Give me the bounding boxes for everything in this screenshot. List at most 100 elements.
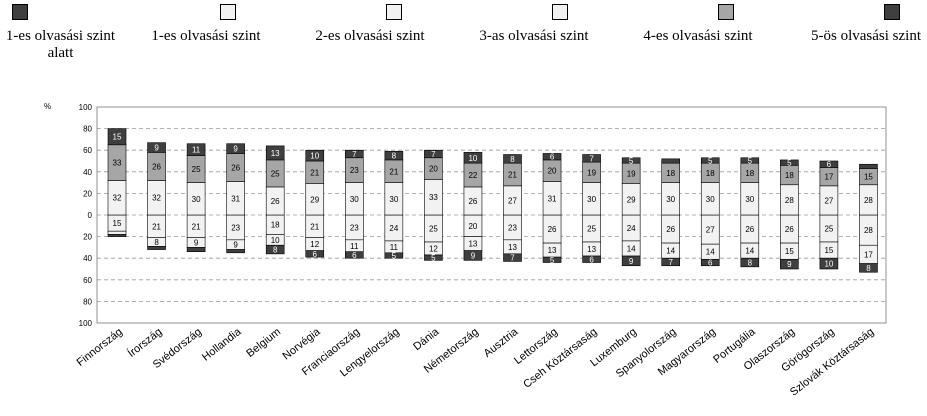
bar-segment — [424, 149, 443, 159]
data-label: 25 — [271, 169, 280, 178]
data-label: 10 — [824, 260, 833, 269]
bar-segment — [305, 149, 325, 162]
data-label: 29 — [627, 195, 636, 204]
x-tick-label: Hollandia — [200, 325, 244, 363]
y-tick-label: 100 — [79, 103, 93, 112]
data-label: 8 — [273, 246, 278, 255]
data-label: 21 — [152, 222, 161, 231]
data-label: 28 — [864, 196, 873, 205]
data-label: 5 — [550, 256, 555, 265]
bar-segment — [740, 157, 760, 164]
legend-label-4: 3-as olvasási szint — [479, 28, 589, 44]
bar-segment — [107, 128, 127, 146]
data-label: 20 — [429, 165, 438, 174]
data-label: 5 — [748, 156, 753, 165]
y-tick-label: 40 — [83, 168, 92, 177]
legend-label-3: 2-es olvasási szint — [315, 28, 425, 44]
y-tick-label: 0 — [88, 211, 93, 220]
data-label: 14 — [627, 244, 636, 253]
data-label: 26 — [152, 162, 161, 171]
data-label: 7 — [352, 150, 357, 159]
bar-segment — [384, 252, 404, 259]
data-label: 27 — [824, 196, 833, 205]
data-label: 13 — [271, 149, 280, 158]
data-label: 14 — [666, 247, 675, 256]
data-label: 30 — [389, 195, 398, 204]
data-label: 6 — [352, 251, 357, 260]
bar-segment — [582, 154, 601, 163]
data-label: 18 — [666, 169, 675, 178]
data-label: 30 — [745, 195, 754, 204]
bar-segment — [344, 251, 364, 259]
data-label: 8 — [866, 264, 871, 273]
legend-label-1: 1-es olvasási szint alatt — [5, 28, 116, 61]
data-label: 11 — [192, 146, 201, 155]
bar-segment — [661, 257, 681, 267]
data-label: 27 — [706, 226, 715, 235]
data-label: 7 — [589, 154, 594, 163]
data-label: 26 — [271, 197, 280, 206]
data-label: 15 — [864, 173, 873, 182]
data-label: 30 — [666, 195, 675, 204]
bar-segment — [226, 249, 245, 254]
legend-swatch-1 — [12, 4, 28, 20]
data-label: 26 — [666, 225, 675, 234]
data-label: 15 — [785, 247, 794, 256]
data-label: 6 — [708, 259, 713, 268]
data-label: 6 — [313, 250, 318, 259]
legend-label-5: 4-es olvasási szint — [643, 28, 753, 44]
data-label: 11 — [350, 242, 359, 251]
data-label: 23 — [350, 166, 359, 175]
data-label: 20 — [548, 167, 557, 176]
y-tick-label: 20 — [83, 233, 92, 242]
data-label: 8 — [392, 152, 397, 161]
data-label: 15 — [113, 133, 122, 142]
bar-segment — [859, 263, 878, 273]
data-label: 25 — [429, 225, 438, 234]
data-label: 25 — [824, 225, 833, 234]
data-label: 15 — [824, 246, 833, 255]
data-label: 28 — [864, 226, 873, 235]
data-label: 33 — [113, 159, 122, 168]
bar-segment — [147, 142, 166, 153]
bar-segment — [147, 246, 166, 250]
y-tick-label: 100 — [79, 319, 93, 328]
bar-segment — [582, 255, 601, 263]
bar-segment — [621, 255, 641, 267]
data-label: 9 — [629, 257, 634, 266]
data-label: 7 — [668, 258, 673, 267]
data-label: 31 — [231, 194, 240, 203]
data-label: 13 — [508, 243, 517, 252]
x-tick-label: Finnország — [75, 326, 125, 369]
bar-segment — [780, 159, 799, 166]
data-label: 5 — [787, 159, 792, 168]
data-label: 20 — [468, 222, 477, 231]
bar-segment — [265, 244, 285, 255]
data-label: 7 — [510, 254, 515, 263]
data-label: 6 — [550, 153, 555, 162]
bar-segment — [107, 230, 127, 235]
bar-segment — [265, 145, 285, 161]
bar-segment — [700, 157, 720, 164]
bar-segment — [819, 160, 839, 168]
y-tick-label: 60 — [83, 276, 92, 285]
data-label: 8 — [748, 259, 753, 268]
data-label: 18 — [745, 169, 754, 178]
data-label: 26 — [231, 163, 240, 172]
data-label: 21 — [389, 167, 398, 176]
data-label: 19 — [587, 168, 596, 177]
x-tick-label: Belgium — [244, 326, 283, 360]
bar-segment — [305, 250, 325, 258]
data-label: 10 — [271, 236, 280, 245]
bar-segment — [463, 152, 483, 164]
bar-segment — [186, 143, 206, 156]
data-label: 21 — [508, 171, 517, 180]
data-label: 10 — [468, 154, 477, 163]
data-label: 9 — [233, 145, 238, 154]
data-label: 32 — [152, 194, 161, 203]
bar-segment — [384, 150, 404, 161]
data-label: 18 — [785, 171, 794, 180]
data-label: 26 — [468, 197, 477, 206]
data-label: 22 — [468, 171, 477, 180]
